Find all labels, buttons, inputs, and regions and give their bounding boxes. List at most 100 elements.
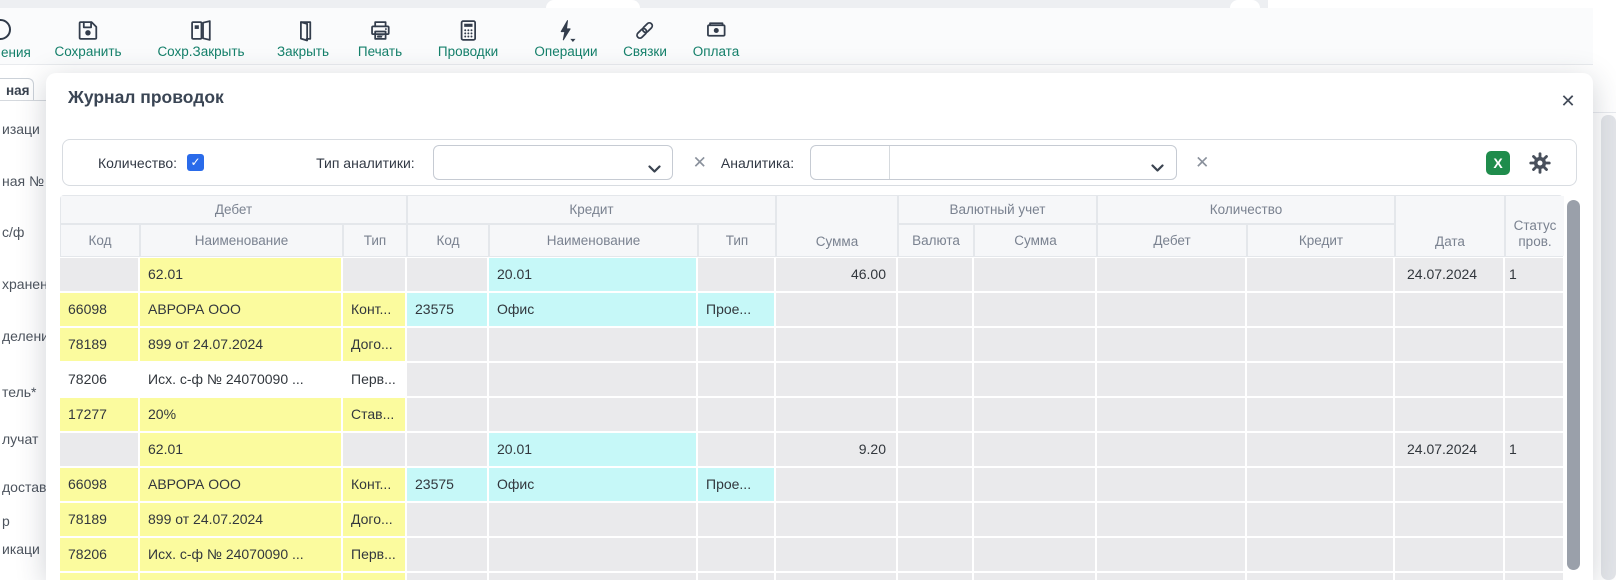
table-cell	[1247, 293, 1393, 326]
table-cell: 23575	[407, 468, 487, 501]
table-cell	[698, 538, 774, 571]
toolbar-button-label: Оплата	[692, 44, 740, 59]
column-header: Дата	[1396, 196, 1504, 256]
table-cell: Перв...	[343, 363, 405, 396]
table-cell: Прое...	[698, 293, 774, 326]
table-cell: Конт...	[343, 468, 405, 501]
table-cell	[776, 293, 896, 326]
save-icon	[76, 17, 101, 43]
table-cell: 24.07.2024	[1395, 433, 1503, 466]
quantity-checkbox[interactable]: ✓	[187, 154, 205, 171]
table-cell	[343, 258, 405, 291]
table-cell	[489, 573, 696, 580]
table-cell: 23575	[407, 293, 487, 326]
background-scrollbar[interactable]	[1601, 115, 1616, 580]
table-body: 62.01 20.01 46.00 24.07.2024 1 66098 АВРОРА ОО…	[60, 258, 1563, 580]
table-cell: 17277	[60, 398, 138, 431]
table-row[interactable]: 78189 899 от 24.07.2024 Дого...	[60, 328, 1563, 361]
table-row[interactable]: 66098 АВРОРА ООО Конт... 23575 Офис Прое...	[60, 293, 1563, 326]
table-cell	[407, 433, 487, 466]
table-cell	[1097, 468, 1245, 501]
table-cell	[1247, 328, 1393, 361]
analytics-label: Аналитика:	[720, 154, 795, 171]
table-cell	[974, 293, 1095, 326]
table-cell	[974, 363, 1095, 396]
toolbar-button-save[interactable]: Сохранить	[54, 8, 122, 59]
save-close-icon	[189, 17, 214, 43]
table-cell	[1395, 468, 1503, 501]
toolbar-button-payment[interactable]: Оплата	[693, 8, 739, 59]
column-header: Сумма	[777, 196, 897, 256]
table-cell	[898, 503, 972, 536]
printer-icon	[367, 17, 392, 43]
analytics-code-input[interactable]	[811, 146, 890, 179]
toolbar-button-operations[interactable]: Операции	[534, 8, 598, 59]
table-cell	[1505, 468, 1563, 501]
table-cell: 20%	[140, 398, 341, 431]
table-cell	[60, 433, 138, 466]
table-cell	[1505, 398, 1563, 431]
table-cell	[1247, 503, 1393, 536]
background-right-edge	[1593, 8, 1616, 580]
table-cell: 78206	[60, 538, 138, 571]
table-cell	[898, 433, 972, 466]
column-header: Валюта	[899, 225, 973, 256]
table-cell	[1247, 573, 1393, 580]
table-row[interactable]	[60, 573, 1563, 580]
background-panel-shape	[1268, 0, 1616, 8]
quantity-label: Количество:	[98, 154, 178, 171]
table-cell	[1395, 503, 1503, 536]
table-row[interactable]: 17277 20% Став...	[60, 398, 1563, 431]
toolbar-button-close[interactable]: Закрыть	[277, 8, 329, 59]
analytics-select[interactable]	[889, 146, 1176, 179]
table-cell: 20.01	[489, 258, 696, 291]
toolbar-button-label: Проводки	[437, 44, 499, 59]
toolbar-button-label: Сохр.Закрыть	[157, 44, 245, 59]
table-row[interactable]: 66098 АВРОРА ООО Конт... 23575 Офис Прое...	[60, 468, 1563, 501]
table-row[interactable]: 78189 899 от 24.07.2024 Дого...	[60, 503, 1563, 536]
close-icon[interactable]: ✕	[1560, 91, 1576, 111]
toolbar-button-links[interactable]: Связки	[623, 8, 667, 59]
table-cell	[1395, 363, 1503, 396]
chevron-down-icon	[648, 160, 661, 178]
table-cell: 78206	[60, 363, 138, 396]
toolbar-button-save-close[interactable]: Сохр.Закрыть	[157, 8, 245, 59]
toolbar-button-postings[interactable]: Проводки	[438, 8, 498, 59]
toolbar-button-print[interactable]: Печать	[358, 8, 402, 59]
table-cell	[407, 258, 487, 291]
excel-export-button[interactable]: X	[1486, 150, 1510, 175]
cropped-icon	[0, 19, 11, 40]
toolbar-button-label: Печать	[357, 44, 403, 59]
clear-analytics-type-icon[interactable]: ✕	[692, 153, 707, 172]
table-cell	[1097, 363, 1245, 396]
table-row[interactable]: 62.01 20.01 46.00 24.07.2024 1	[60, 258, 1563, 291]
analytics-type-select[interactable]	[432, 145, 673, 180]
table-cell	[974, 258, 1095, 291]
toolbar-button-partial[interactable]: ения	[0, 8, 40, 64]
clear-analytics-icon[interactable]: ✕	[1195, 153, 1210, 172]
chain-link-icon	[633, 17, 658, 43]
table-cell	[1395, 573, 1503, 580]
table-cell	[1505, 328, 1563, 361]
background-form-label: р	[2, 513, 10, 529]
settings-gear-icon[interactable]	[1527, 150, 1553, 176]
toolbar-button-label: Закрыть	[277, 44, 329, 59]
table-cell	[974, 328, 1095, 361]
column-header: Наименование	[141, 225, 342, 256]
table-cell	[1247, 398, 1393, 431]
table-cell	[140, 573, 341, 580]
table-cell	[776, 398, 896, 431]
table-cell	[1097, 293, 1245, 326]
table-cell	[698, 363, 774, 396]
table-row[interactable]: 62.01 20.01 9.20 24.07.2024 1	[60, 433, 1563, 466]
background-tab-partial[interactable]: ная	[0, 78, 34, 101]
table-scrollbar[interactable]	[1567, 200, 1580, 570]
analytics-combo	[810, 145, 1178, 180]
table-cell: 78189	[60, 328, 138, 361]
main-toolbar: ения Сохранить Сохр.Закрыть Закрыть Печать П…	[0, 8, 1616, 65]
table-row[interactable]: 78206 Исх. с-ф № 24070090 ... Перв...	[60, 363, 1563, 396]
lightning-icon	[554, 17, 579, 43]
table-cell	[898, 363, 972, 396]
background-form-label: с/ф	[2, 224, 25, 240]
table-row[interactable]: 78206 Исх. с-ф № 24070090 ... Перв...	[60, 538, 1563, 571]
